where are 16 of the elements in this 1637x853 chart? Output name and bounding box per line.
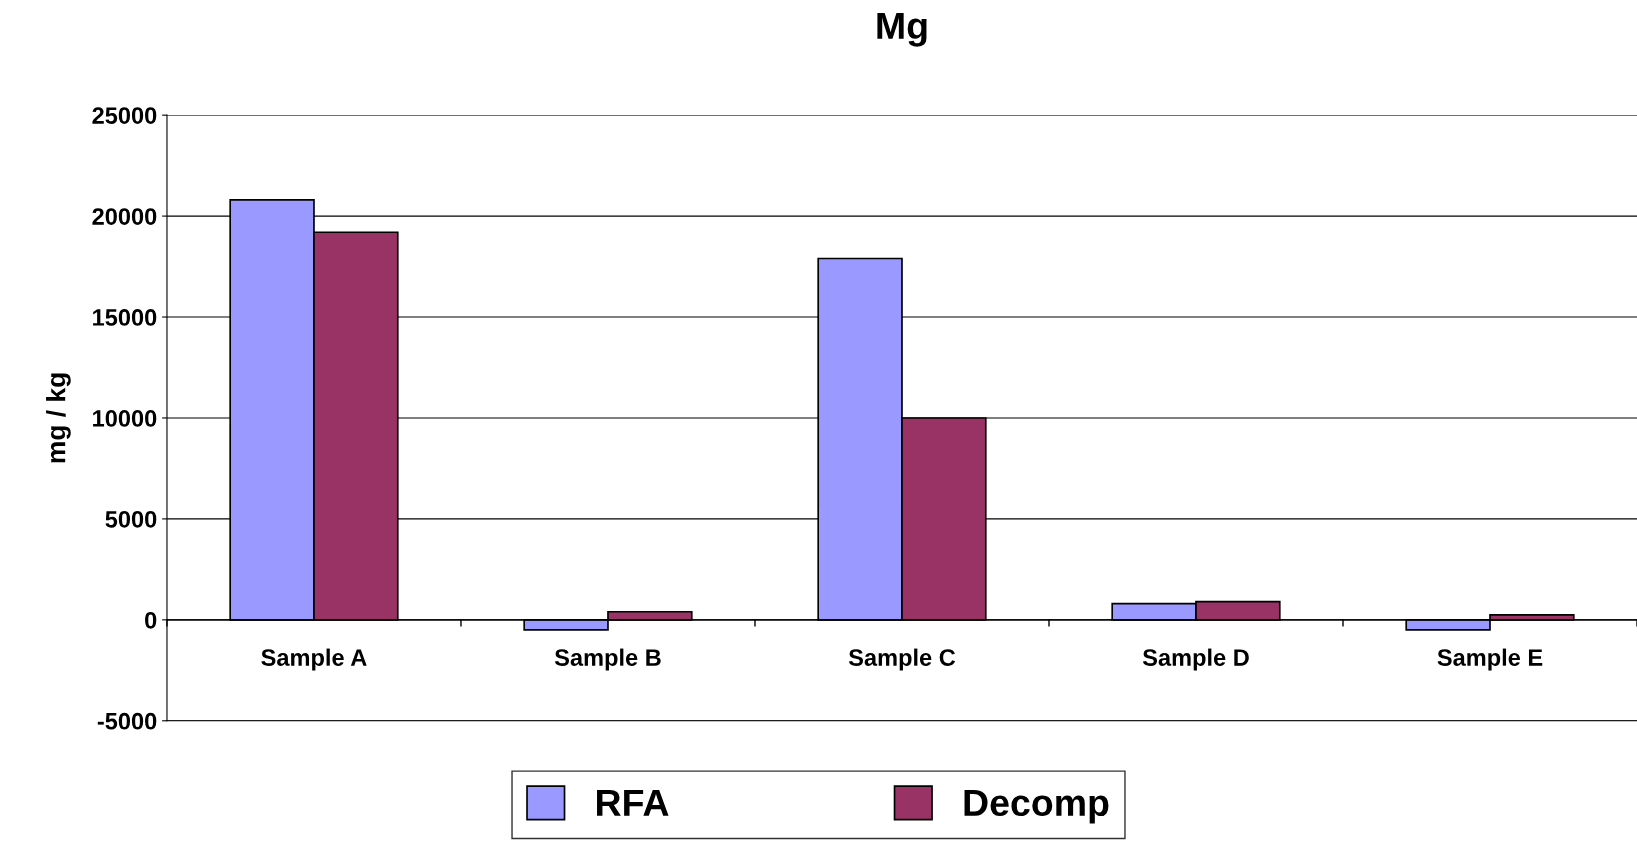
legend-label: RFA bbox=[597, 789, 669, 816]
y-tick-label: 5000 bbox=[105, 510, 157, 528]
y-tick-label: 20000 bbox=[92, 208, 157, 225]
y-tick-label: 25000 bbox=[92, 107, 157, 124]
chart-title: Mg bbox=[877, 12, 927, 47]
y-axis-title: mg / kg bbox=[46, 373, 71, 463]
x-tick-label: Sample C bbox=[848, 648, 956, 671]
x-tick-label: Sample A bbox=[261, 648, 367, 671]
x-tick-label: Sample D bbox=[1142, 648, 1249, 671]
x-tick-label: Sample B bbox=[554, 648, 661, 671]
y-tick-label: 10000 bbox=[93, 410, 157, 427]
y-tick-label: -5000 bbox=[97, 712, 157, 730]
legend-label: Decomp bbox=[964, 789, 1109, 824]
x-tick-label: Sample E bbox=[1437, 648, 1543, 671]
y-tick-label: 0 bbox=[145, 611, 157, 629]
y-tick-label: 15000 bbox=[93, 309, 157, 326]
